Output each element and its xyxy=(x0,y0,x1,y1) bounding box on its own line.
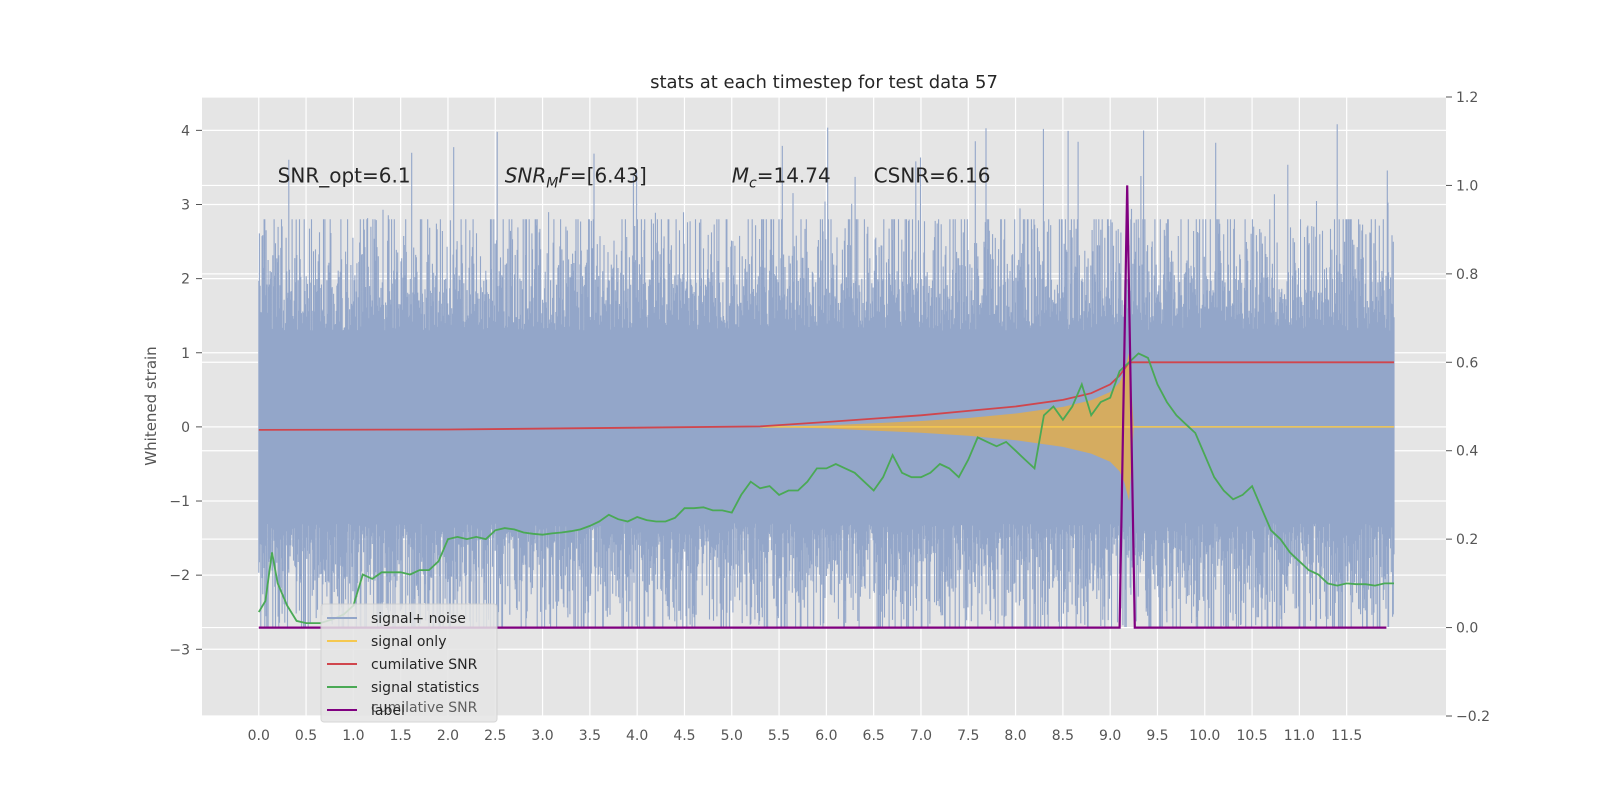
annotations: SNR_opt=6.1 SNRMF=[6.43] Mc=14.74 CSNR=6.16 xyxy=(278,163,991,191)
x-tick-label: 9.0 xyxy=(1099,728,1121,744)
legend: cumilative SNR signal+ noise signal only cu… xyxy=(320,603,498,723)
legend-ghost-text: cumilative SNR xyxy=(371,700,478,716)
annotation-text: CSNR=6.16 xyxy=(874,163,991,187)
legend-label: signal statistics xyxy=(371,680,479,696)
y-tick-label: −1 xyxy=(169,494,190,510)
x-tick-label: 11.5 xyxy=(1331,728,1362,744)
x-tick-label: 7.0 xyxy=(910,728,932,744)
x-tick-label: 3.0 xyxy=(531,728,553,744)
x-tick-label: 5.0 xyxy=(721,728,743,744)
x-tick-label: 10.0 xyxy=(1189,728,1220,744)
annotation-text: SNRMF=[6.43] xyxy=(505,163,647,191)
x-tick-label: 5.5 xyxy=(768,728,790,744)
y-tick-label: 2 xyxy=(181,272,190,288)
x-tick-label: 4.0 xyxy=(626,728,648,744)
y-tick-label: 3 xyxy=(181,197,190,213)
x-tick-label: 10.5 xyxy=(1236,728,1267,744)
legend-box xyxy=(320,603,498,723)
x-tick-label: 0.0 xyxy=(248,728,270,744)
x-tick-label: 4.5 xyxy=(673,728,695,744)
legend-label: signal+ noise xyxy=(371,611,466,627)
x-tick-label: 1.0 xyxy=(342,728,364,744)
annotation-text: SNR_opt=6.1 xyxy=(278,163,411,187)
signal-only-layer xyxy=(760,352,1394,501)
legend-label: signal only xyxy=(371,634,446,650)
axis-ticks: 0.0 0.5 1.0 1.5 2.0 2.5 3.0 3.5 4.0 4.5 5.0 5.5 6.0 6… xyxy=(169,90,1490,744)
x-tick-label: 7.5 xyxy=(957,728,979,744)
x-tick-label: 6.0 xyxy=(815,728,837,744)
y2-tick-label: 0.2 xyxy=(1456,532,1478,548)
x-tick-label: 2.5 xyxy=(484,728,506,744)
x-tick-label: 8.5 xyxy=(1052,728,1074,744)
x-tick-label: 6.5 xyxy=(863,728,885,744)
y-tick-label: 1 xyxy=(181,346,190,362)
legend-label: cumilative SNR xyxy=(371,657,478,673)
y2-tick-label: 0.8 xyxy=(1456,267,1478,283)
series-lines xyxy=(258,185,1394,629)
y2-tick-label: 0.0 xyxy=(1456,621,1478,637)
x-tick-label: 8.0 xyxy=(1004,728,1026,744)
annotation-text: Mc=14.74 xyxy=(732,163,831,191)
chart-title: stats at each timestep for test data 57 xyxy=(650,72,998,93)
legend-label: label xyxy=(371,703,405,719)
x-tick-label: 3.5 xyxy=(579,728,601,744)
y2-tick-label: 0.4 xyxy=(1456,444,1478,460)
y-tick-label: 4 xyxy=(181,123,190,139)
y2-tick-label: −0.2 xyxy=(1456,709,1490,725)
signal-statistics-line xyxy=(258,352,1394,624)
x-tick-label: 9.5 xyxy=(1146,728,1168,744)
x-tick-label: 11.0 xyxy=(1284,728,1315,744)
y-tick-label: −3 xyxy=(169,642,190,658)
x-tick-label: 1.5 xyxy=(390,728,412,744)
y-tick-label: 0 xyxy=(181,420,190,436)
y-axis-label: Whitened strain xyxy=(142,346,160,465)
x-tick-label: 0.5 xyxy=(295,728,317,744)
x-tick-label: 2.0 xyxy=(437,728,459,744)
y2-tick-label: 0.6 xyxy=(1456,355,1478,371)
y2-tick-label: 1.0 xyxy=(1456,178,1478,194)
y2-tick-label: 1.2 xyxy=(1456,90,1478,106)
label-line xyxy=(258,185,1387,629)
cumilative-snr-line xyxy=(258,361,1394,431)
y-tick-label: −2 xyxy=(169,568,190,584)
